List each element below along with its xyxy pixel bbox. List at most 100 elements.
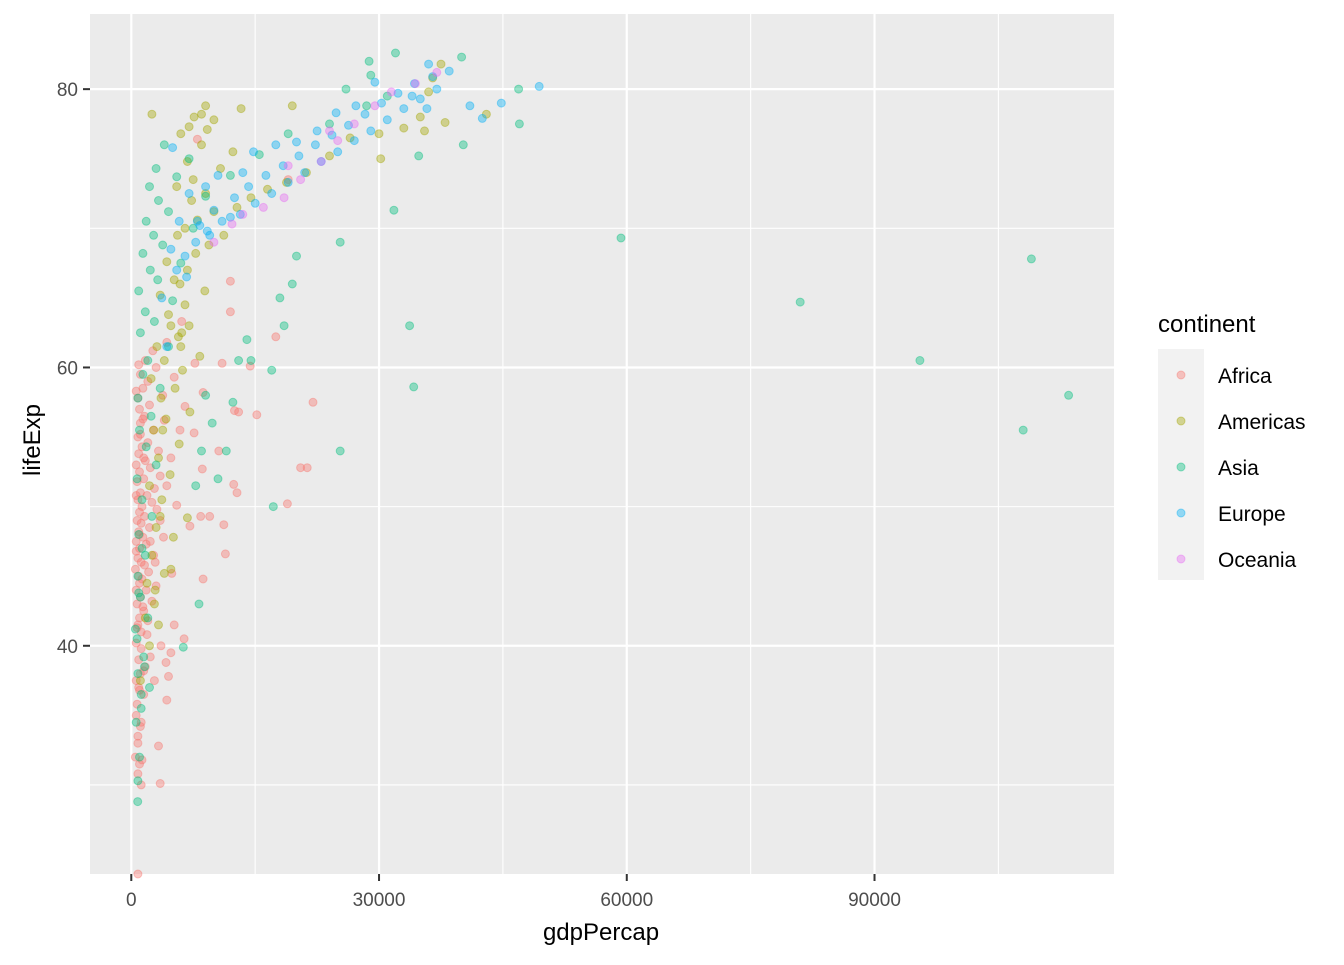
data-point: [135, 592, 145, 602]
data-point: [136, 717, 146, 727]
data-point: [172, 182, 182, 192]
data-point: [138, 532, 148, 542]
data-point: [209, 115, 219, 125]
data-point: [234, 407, 244, 417]
data-point: [138, 369, 148, 379]
data-point: [202, 125, 212, 134]
legend-key-africa: [1176, 370, 1186, 380]
data-point: [133, 669, 143, 679]
data-point: [144, 567, 154, 577]
data-point: [132, 699, 142, 709]
data-point: [143, 376, 153, 386]
data-point: [136, 518, 146, 528]
data-point: [134, 655, 144, 665]
data-point: [201, 191, 211, 201]
data-point: [246, 193, 256, 203]
data-point: [159, 356, 169, 365]
data-point: [145, 481, 154, 491]
data-point: [157, 293, 167, 303]
data-point: [164, 671, 173, 681]
data-point: [185, 521, 195, 531]
data-point: [139, 666, 149, 676]
data-point: [287, 101, 297, 111]
data-point: [169, 620, 179, 630]
data-point: [217, 216, 227, 226]
data-point: [131, 585, 141, 595]
data-point: [159, 532, 168, 542]
data-point: [156, 393, 166, 403]
data-point: [228, 397, 238, 407]
data-point: [145, 652, 155, 662]
data-point: [391, 48, 400, 58]
data-point: [302, 463, 312, 473]
data-point: [312, 126, 322, 136]
y-tick-label: 60: [57, 358, 78, 379]
data-point: [131, 676, 141, 686]
data-point: [331, 108, 341, 118]
data-point: [296, 463, 306, 473]
data-point: [242, 335, 252, 345]
data-point: [136, 780, 146, 790]
data-point: [174, 216, 184, 226]
data-point: [135, 752, 144, 762]
data-point: [250, 198, 260, 208]
legend-label-oceania: Oceania: [1218, 549, 1297, 572]
data-point: [154, 446, 163, 456]
data-point: [172, 265, 182, 275]
data-point: [164, 310, 173, 320]
data-point: [428, 73, 438, 83]
data-point: [345, 133, 355, 143]
data-point: [209, 237, 219, 247]
data-point: [135, 425, 144, 435]
data-point: [245, 361, 255, 371]
data-point: [172, 500, 182, 510]
data-point: [207, 418, 217, 428]
data-point: [164, 342, 173, 352]
data-point: [514, 119, 524, 129]
data-point: [149, 317, 159, 326]
data-point: [389, 205, 399, 215]
data-point: [283, 129, 293, 139]
data-point: [177, 317, 187, 326]
data-point: [214, 446, 224, 456]
data-point: [254, 150, 264, 160]
data-point: [316, 157, 326, 166]
data-point: [140, 307, 150, 317]
data-point: [407, 91, 417, 101]
data-point: [228, 147, 238, 157]
data-point: [376, 154, 386, 164]
data-point: [415, 112, 425, 122]
data-point: [213, 474, 223, 484]
data-point: [428, 72, 438, 82]
data-point: [200, 286, 210, 296]
data-point: [133, 776, 143, 786]
data-point: [360, 109, 370, 119]
data-point: [175, 425, 185, 435]
data-point: [230, 406, 239, 416]
data-point: [131, 386, 141, 396]
data-point: [147, 550, 157, 560]
data-point: [140, 550, 150, 560]
series-americas: [135, 59, 491, 686]
data-point: [424, 87, 434, 97]
data-point: [458, 140, 468, 150]
data-point: [140, 613, 150, 623]
data-point: [190, 358, 200, 368]
data-point: [156, 641, 166, 651]
data-point: [161, 414, 171, 424]
series-oceania: [209, 67, 442, 247]
data-point: [155, 779, 165, 788]
legend-key-americas: [1176, 416, 1186, 426]
data-point: [195, 221, 205, 230]
data-point: [246, 356, 256, 365]
data-point: [166, 564, 176, 574]
data-point: [244, 182, 254, 192]
data-point: [292, 137, 301, 147]
data-point: [138, 248, 148, 258]
x-axis-title: gdpPercap: [543, 919, 659, 946]
data-point: [514, 84, 524, 94]
data-point: [420, 126, 429, 136]
data-point: [150, 585, 160, 595]
data-point: [134, 530, 144, 539]
